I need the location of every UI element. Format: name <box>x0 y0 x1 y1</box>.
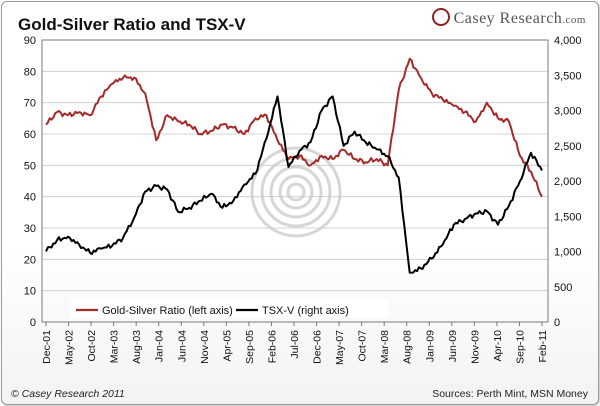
right-tick-label: 2,500 <box>554 141 582 153</box>
left-tick-label: 20 <box>24 254 36 266</box>
x-tick-label: Jan-04 <box>154 330 166 362</box>
legend-background <box>70 300 388 318</box>
watermark-logo <box>250 146 342 238</box>
left-axis-ticks: 0 10 20 30 40 50 60 70 80 90 <box>24 35 36 329</box>
left-tick-label: 0 <box>30 317 36 329</box>
right-tick-label: 1,500 <box>554 211 582 223</box>
x-tick-label: Jun-09 <box>447 330 459 362</box>
brand-suffix: .com <box>562 14 586 26</box>
watermark-ring <box>286 182 306 202</box>
x-tick-label: Dec-06 <box>312 330 324 364</box>
sources-note: Sources: Perth Mint, MSN Money <box>432 388 588 400</box>
x-tick-label: Sep-10 <box>514 330 526 364</box>
right-tick-label: 500 <box>554 282 572 294</box>
left-tick-label: 60 <box>24 129 36 141</box>
watermark-ring <box>269 165 323 219</box>
left-tick-label: 40 <box>24 192 36 204</box>
x-tick-label: Dec-01 <box>41 330 53 364</box>
left-tick-label: 90 <box>24 35 36 47</box>
right-tick-label: 2,000 <box>554 176 582 188</box>
legend: Gold-Silver Ratio (left axis) TSX-V (righ… <box>70 300 388 318</box>
x-tick-label: Aug-03 <box>131 330 143 364</box>
x-tick-label: May-02 <box>64 330 76 365</box>
left-tick-label: 80 <box>24 66 36 78</box>
plot-border <box>41 39 549 323</box>
x-axis-ticks: Dec-01 May-02 Oct-02 Mar-03 Aug-03 Jan-04 Jun-… <box>41 322 549 365</box>
gridlines <box>42 39 548 292</box>
x-tick-label: Jun-04 <box>176 330 188 362</box>
legend-label: Gold-Silver Ratio (left axis) <box>102 305 233 317</box>
x-tick-label: Nov-04 <box>199 330 211 364</box>
tsxv-line <box>45 95 543 274</box>
series-layer <box>45 57 543 274</box>
x-tick-label: Oct-02 <box>86 330 98 362</box>
x-tick-label: Jul-06 <box>289 330 301 359</box>
left-tick-label: 50 <box>24 160 36 172</box>
x-tick-label: Jan-09 <box>424 330 436 362</box>
right-tick-label: 3,500 <box>554 70 582 82</box>
right-axis-ticks: 0 500 1,000 1,500 2,000 2,500 3,000 3,500 4,000 <box>554 35 582 329</box>
x-tick-label: Oct-07 <box>357 330 369 362</box>
casey-logo-icon <box>431 8 450 26</box>
left-tick-label: 70 <box>24 98 36 110</box>
brand-name: Casey Research <box>453 10 563 27</box>
x-tick-label: Apr-10 <box>492 330 504 362</box>
left-tick-label: 10 <box>24 286 36 298</box>
right-tick-label: 0 <box>554 317 560 329</box>
legend-label: TSX-V (right axis) <box>262 305 349 317</box>
watermark-ring <box>250 146 342 238</box>
copyright-note: © Casey Research 2011 <box>11 388 125 400</box>
right-tick-label: 3,000 <box>554 106 582 118</box>
right-tick-label: 4,000 <box>554 35 582 47</box>
brand-logo: Casey Research.com <box>431 8 586 28</box>
x-tick-label: Apr-05 <box>221 330 233 362</box>
x-tick-label: Aug-08 <box>402 330 414 364</box>
x-tick-label: Feb-11 <box>537 330 549 363</box>
x-tick-label: Mar-03 <box>109 330 121 363</box>
x-tick-label: Mar-08 <box>379 330 391 363</box>
right-tick-label: 1,000 <box>554 247 582 259</box>
x-tick-label: Sep-05 <box>244 330 256 364</box>
x-tick-label: Nov-09 <box>469 330 481 364</box>
x-tick-label: Feb-06 <box>266 330 278 363</box>
watermark-ring <box>278 174 314 210</box>
chart-title: Gold-Silver Ratio and TSX-V <box>18 15 246 34</box>
left-tick-label: 30 <box>24 223 36 235</box>
x-tick-label: May-07 <box>334 330 346 365</box>
